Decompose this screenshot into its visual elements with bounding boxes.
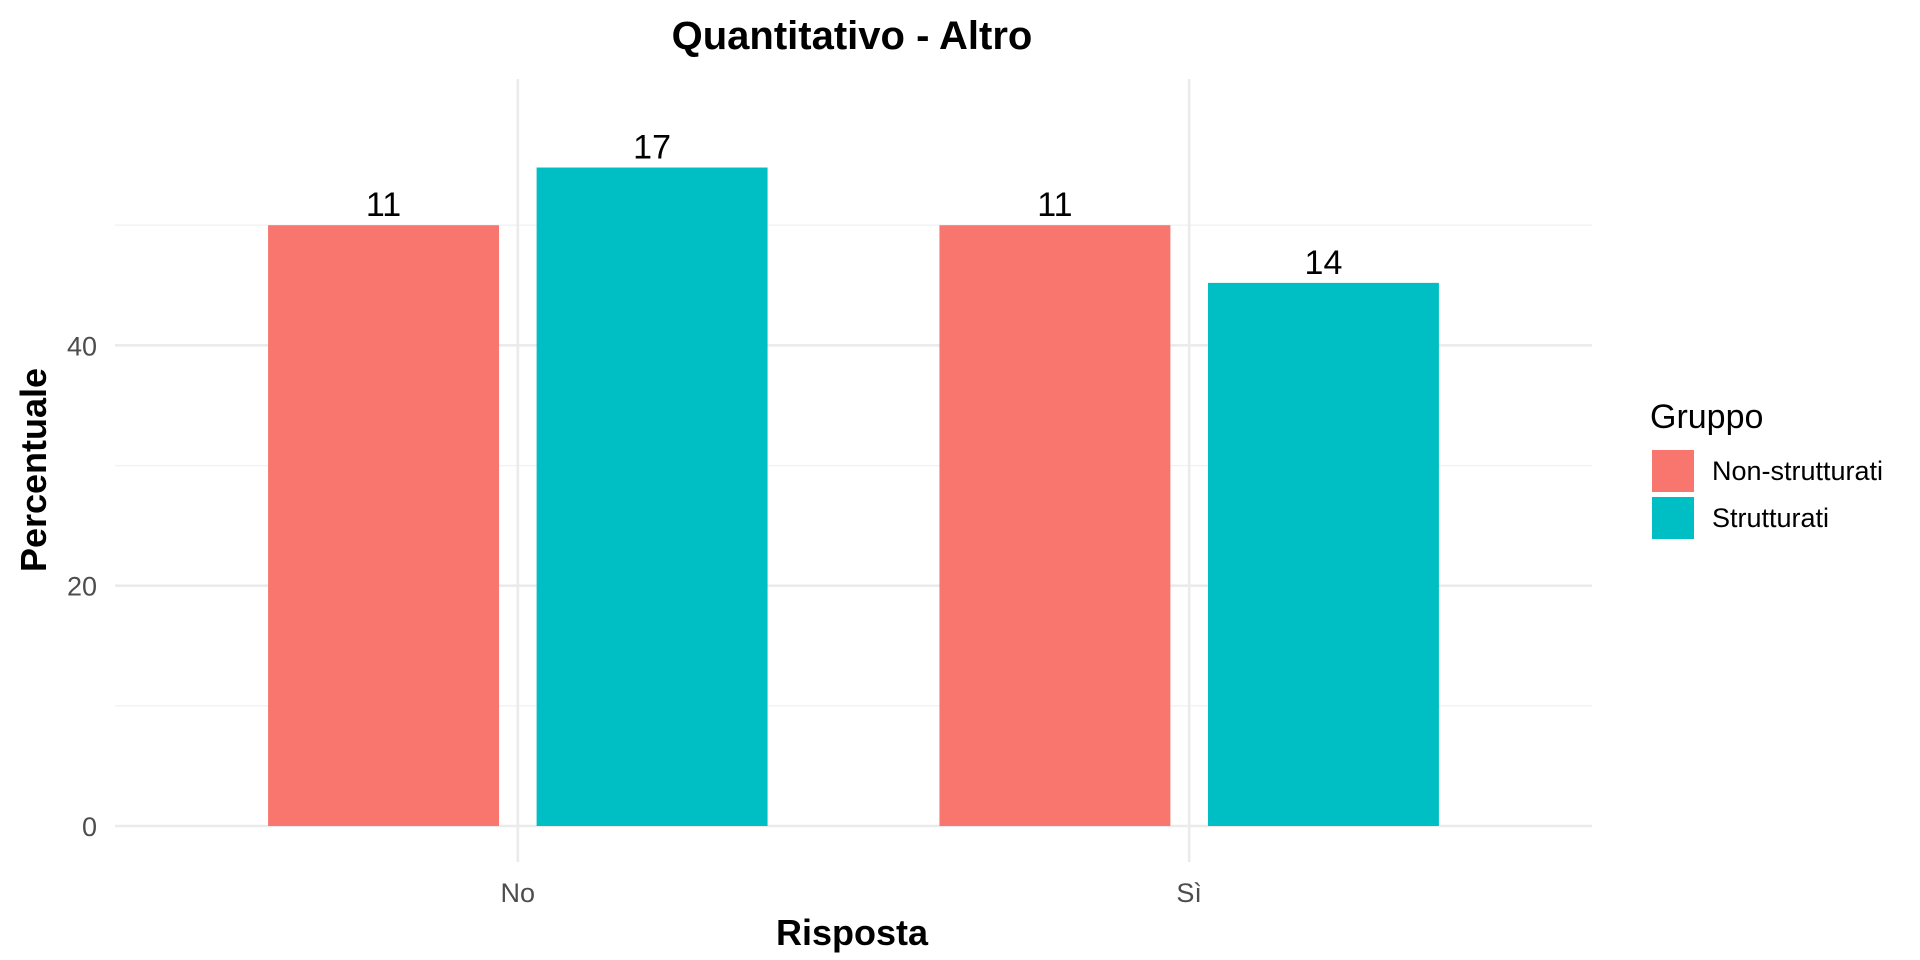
x-tick-label: No [501, 878, 536, 908]
bar-value-label: 11 [1037, 186, 1072, 224]
bar [939, 225, 1171, 826]
bar [268, 225, 500, 826]
y-tick-label: 0 [82, 812, 97, 842]
y-tick-label: 40 [67, 331, 97, 361]
data-labels: 11 17 11 14 [366, 129, 1342, 282]
legend-label: Strutturati [1712, 503, 1829, 533]
bar-value-label: 17 [633, 129, 671, 167]
x-axis-title: Risposta [776, 912, 929, 953]
y-axis-ticks: 0 20 40 [67, 331, 97, 842]
y-tick-label: 20 [67, 572, 97, 602]
bar-value-label: 11 [366, 186, 401, 224]
legend-label: Non-strutturati [1712, 456, 1883, 486]
y-axis-title: Percentuale [13, 368, 54, 572]
legend-swatch [1652, 450, 1694, 492]
chart-title: Quantitativo - Altro [672, 14, 1033, 58]
bars [268, 167, 1439, 826]
x-axis-ticks: No Sì [501, 878, 1202, 908]
legend-items: Non-strutturati Strutturati [1652, 450, 1883, 539]
legend: Gruppo Non-strutturati Strutturati [1650, 398, 1883, 539]
bar [1207, 282, 1439, 826]
bar-value-label: 14 [1305, 244, 1343, 282]
legend-swatch [1652, 497, 1694, 539]
legend-title: Gruppo [1650, 398, 1763, 436]
x-tick-label: Sì [1176, 878, 1202, 908]
bar [536, 167, 768, 826]
